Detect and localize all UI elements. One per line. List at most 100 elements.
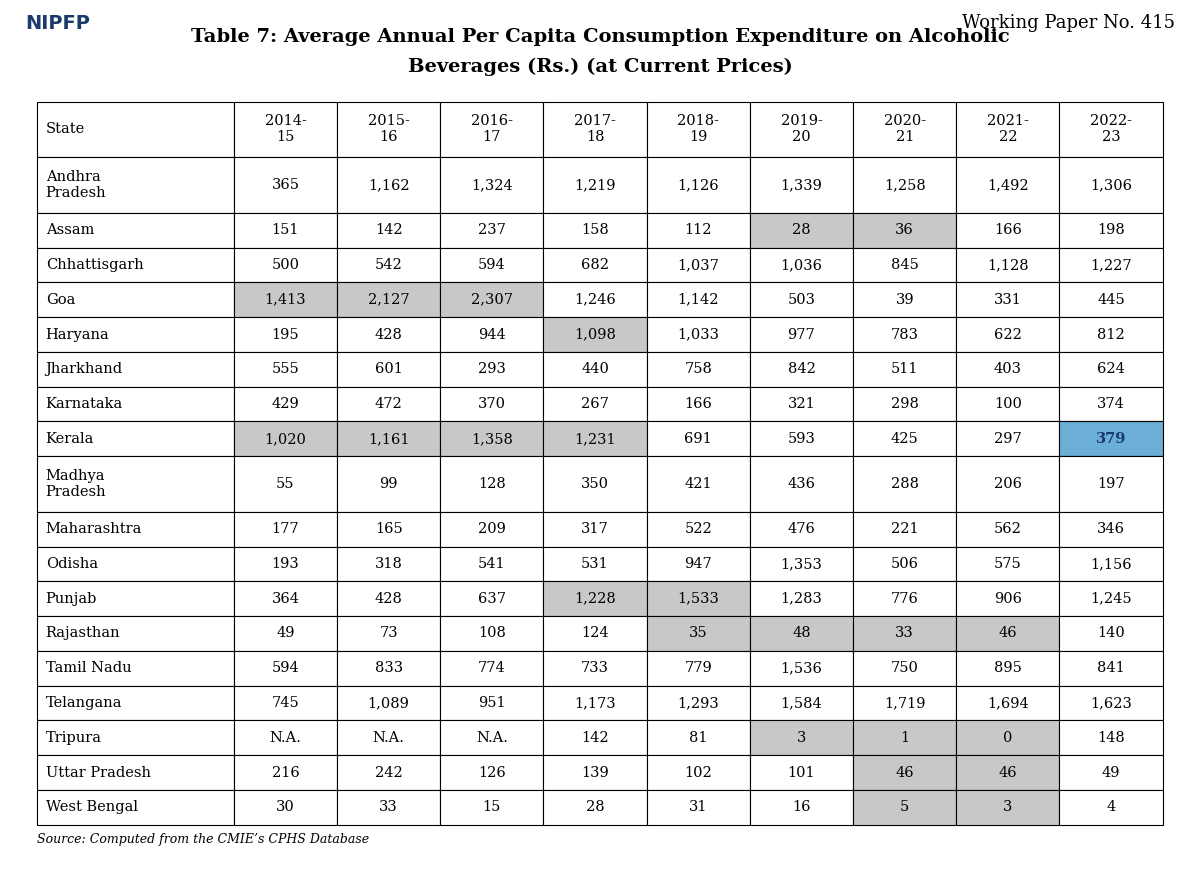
Text: 758: 758 bbox=[684, 362, 713, 377]
Text: Chhattisgarh: Chhattisgarh bbox=[46, 258, 144, 272]
Text: 2017-
18: 2017- 18 bbox=[574, 114, 616, 144]
Text: 3: 3 bbox=[797, 731, 806, 745]
Bar bbox=[956, 317, 1060, 352]
Bar bbox=[234, 790, 337, 825]
Text: 1,353: 1,353 bbox=[780, 557, 822, 571]
Text: 1,358: 1,358 bbox=[470, 432, 512, 446]
Text: 542: 542 bbox=[374, 258, 402, 272]
Text: 1,033: 1,033 bbox=[677, 328, 719, 342]
Text: 39: 39 bbox=[895, 293, 914, 307]
Text: 624: 624 bbox=[1097, 362, 1126, 377]
Bar bbox=[956, 386, 1060, 421]
Text: 374: 374 bbox=[1097, 397, 1126, 411]
Text: 895: 895 bbox=[994, 662, 1022, 676]
Bar bbox=[1060, 247, 1163, 282]
Bar bbox=[234, 386, 337, 421]
Bar bbox=[544, 157, 647, 213]
Bar bbox=[440, 790, 544, 825]
Text: 511: 511 bbox=[890, 362, 918, 377]
Bar bbox=[37, 317, 234, 352]
Bar bbox=[750, 101, 853, 157]
Bar bbox=[853, 581, 956, 616]
Bar bbox=[1060, 512, 1163, 546]
Bar bbox=[37, 512, 234, 546]
Text: 166: 166 bbox=[684, 397, 713, 411]
Bar bbox=[440, 386, 544, 421]
Text: 783: 783 bbox=[890, 328, 919, 342]
Text: 128: 128 bbox=[478, 477, 505, 491]
Text: Rajasthan: Rajasthan bbox=[46, 627, 120, 641]
Text: 1,036: 1,036 bbox=[780, 258, 822, 272]
Text: 745: 745 bbox=[271, 696, 299, 710]
Text: Andhra
Pradesh: Andhra Pradesh bbox=[46, 170, 107, 200]
Text: 1,536: 1,536 bbox=[780, 662, 822, 676]
Bar bbox=[1060, 352, 1163, 386]
Text: Tamil Nadu: Tamil Nadu bbox=[46, 662, 131, 676]
Bar bbox=[956, 720, 1060, 755]
Text: 906: 906 bbox=[994, 592, 1022, 606]
Bar bbox=[440, 157, 544, 213]
Text: 1,231: 1,231 bbox=[575, 432, 616, 446]
Text: 126: 126 bbox=[478, 766, 505, 780]
Bar bbox=[853, 512, 956, 546]
Text: 425: 425 bbox=[890, 432, 918, 446]
Text: Assam: Assam bbox=[46, 223, 94, 237]
Text: 522: 522 bbox=[684, 522, 712, 536]
Bar bbox=[956, 421, 1060, 456]
Bar bbox=[440, 352, 544, 386]
Bar bbox=[544, 101, 647, 157]
Bar bbox=[234, 247, 337, 282]
Text: 33: 33 bbox=[895, 627, 914, 641]
Bar bbox=[647, 247, 750, 282]
Text: 46: 46 bbox=[998, 627, 1018, 641]
Text: 1,142: 1,142 bbox=[678, 293, 719, 307]
Bar bbox=[956, 101, 1060, 157]
Text: 733: 733 bbox=[581, 662, 610, 676]
Bar bbox=[337, 101, 440, 157]
Text: 46: 46 bbox=[998, 766, 1018, 780]
Bar bbox=[337, 616, 440, 651]
Text: 346: 346 bbox=[1097, 522, 1126, 536]
Text: 102: 102 bbox=[684, 766, 712, 780]
Text: 503: 503 bbox=[787, 293, 816, 307]
Text: 15: 15 bbox=[482, 801, 502, 815]
Bar bbox=[440, 213, 544, 247]
Bar bbox=[956, 755, 1060, 790]
Text: 944: 944 bbox=[478, 328, 505, 342]
Bar bbox=[544, 720, 647, 755]
Text: West Bengal: West Bengal bbox=[46, 801, 138, 815]
Text: 1,246: 1,246 bbox=[575, 293, 616, 307]
Bar bbox=[234, 101, 337, 157]
Text: 1,694: 1,694 bbox=[988, 696, 1028, 710]
Text: 541: 541 bbox=[478, 557, 505, 571]
Bar bbox=[234, 282, 337, 317]
Bar bbox=[37, 352, 234, 386]
Bar bbox=[337, 421, 440, 456]
Bar bbox=[37, 247, 234, 282]
Text: 1,162: 1,162 bbox=[368, 178, 409, 192]
Bar bbox=[544, 685, 647, 720]
Bar bbox=[544, 421, 647, 456]
Text: 691: 691 bbox=[684, 432, 712, 446]
Text: 682: 682 bbox=[581, 258, 610, 272]
Bar bbox=[750, 512, 853, 546]
Text: 594: 594 bbox=[478, 258, 505, 272]
Bar bbox=[956, 247, 1060, 282]
Text: 1,245: 1,245 bbox=[1091, 592, 1132, 606]
Text: 421: 421 bbox=[684, 477, 712, 491]
Bar bbox=[337, 317, 440, 352]
Text: 440: 440 bbox=[581, 362, 610, 377]
Text: 379: 379 bbox=[1096, 432, 1127, 446]
Bar bbox=[750, 581, 853, 616]
Bar bbox=[956, 581, 1060, 616]
Bar bbox=[37, 282, 234, 317]
Bar bbox=[337, 386, 440, 421]
Bar bbox=[853, 386, 956, 421]
Bar bbox=[647, 616, 750, 651]
Bar bbox=[647, 581, 750, 616]
Bar bbox=[440, 247, 544, 282]
Bar bbox=[647, 317, 750, 352]
Bar bbox=[440, 421, 544, 456]
Text: 500: 500 bbox=[271, 258, 300, 272]
Text: 476: 476 bbox=[787, 522, 816, 536]
